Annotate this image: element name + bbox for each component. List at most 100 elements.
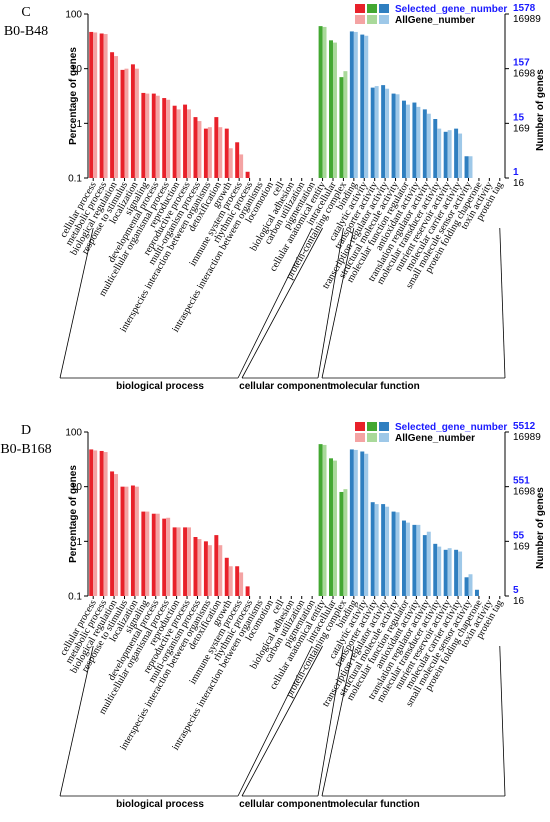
- bar-selected: [162, 518, 167, 596]
- legend-selected-label: Selected_gene_number: [395, 422, 507, 433]
- bar-all: [124, 486, 129, 596]
- y-tick-label: 0.1: [68, 592, 82, 603]
- bar-selected: [214, 535, 219, 596]
- bar-selected: [141, 511, 146, 596]
- y-tick-label: 1: [76, 537, 82, 548]
- bar-all: [176, 109, 181, 178]
- bar-all: [93, 32, 98, 178]
- right-tick-all: 169: [513, 123, 530, 134]
- bar-all: [395, 512, 400, 596]
- bar-selected: [329, 40, 333, 178]
- group-label: cellular component: [239, 381, 331, 392]
- bar-all: [124, 68, 129, 178]
- bar-all: [103, 34, 108, 179]
- legend-all-label: AllGene_number: [395, 433, 475, 444]
- group-label: cellular component: [239, 799, 331, 810]
- legend-swatch-selected: [355, 4, 365, 13]
- bar-all: [145, 93, 150, 178]
- bar-selected: [89, 449, 94, 596]
- bar-selected: [360, 34, 365, 179]
- bar-selected: [339, 491, 344, 596]
- group-bracket: [499, 645, 506, 797]
- bar-selected: [318, 26, 323, 178]
- legend-swatch-all: [379, 433, 389, 442]
- bar-all: [416, 524, 421, 596]
- bar-selected: [381, 85, 386, 178]
- bar-selected: [329, 458, 333, 596]
- bar-selected: [391, 93, 396, 178]
- right-tick-selected: 157: [513, 58, 530, 69]
- bar-all: [218, 127, 223, 178]
- bar-all: [134, 486, 139, 596]
- bar-all: [468, 156, 473, 178]
- bar-all: [166, 99, 171, 178]
- group-bracket: [317, 227, 344, 379]
- legend-swatch-all: [355, 15, 365, 24]
- bar-all: [322, 26, 327, 179]
- bar-all: [468, 574, 473, 596]
- bar-selected: [193, 117, 198, 178]
- legend-swatch-all: [379, 15, 389, 24]
- bar-all: [197, 121, 202, 178]
- bar-all: [207, 127, 212, 178]
- bar-all: [458, 551, 463, 596]
- group-label: biological process: [116, 381, 204, 392]
- bar-all: [228, 148, 233, 178]
- bar-all: [114, 56, 119, 179]
- y-axis-title-right: Number of genes: [535, 487, 546, 569]
- bar-selected: [412, 102, 417, 178]
- bar-selected: [443, 131, 448, 178]
- bar-all: [405, 522, 410, 596]
- bar-selected: [245, 586, 250, 596]
- panel-comparison: B0-B168: [0, 442, 51, 457]
- bar-all: [103, 452, 108, 596]
- y-tick-label: 100: [65, 10, 82, 21]
- right-tick-selected: 1: [513, 167, 519, 178]
- bar-all: [155, 513, 160, 596]
- group-bracket: [241, 227, 323, 379]
- group-bracket: [237, 227, 313, 379]
- bar-all: [437, 128, 442, 178]
- bar-selected: [360, 451, 365, 596]
- bar-selected: [172, 527, 177, 596]
- y-tick-label: 1: [76, 119, 82, 130]
- bar-selected: [464, 156, 469, 178]
- bar-selected: [464, 577, 469, 596]
- bar-selected: [318, 444, 323, 596]
- bar-all: [176, 527, 181, 596]
- bar-selected: [349, 31, 354, 179]
- legend-swatch-all: [355, 433, 365, 442]
- bar-all: [343, 489, 348, 596]
- bar-selected: [172, 105, 177, 178]
- right-tick-all: 16989: [513, 432, 541, 443]
- group-bracket: [237, 645, 313, 797]
- bar-all: [405, 104, 410, 178]
- group-bracket: [59, 645, 94, 797]
- bar-all: [447, 130, 452, 178]
- bar-all: [343, 71, 348, 178]
- right-tick-all: 1698: [513, 487, 536, 498]
- bar-selected: [235, 142, 240, 178]
- bar-all: [155, 95, 160, 178]
- bar-selected: [110, 471, 115, 596]
- bar-selected: [151, 513, 156, 596]
- bar-all: [385, 88, 390, 178]
- bar-selected: [443, 549, 448, 596]
- legend-swatch-selected: [355, 422, 365, 431]
- bar-selected: [162, 98, 167, 178]
- bar-all: [353, 449, 358, 596]
- group-bracket: [241, 645, 323, 797]
- bar-selected: [203, 541, 208, 596]
- bar-selected: [474, 589, 479, 596]
- bar-selected: [381, 504, 386, 596]
- bar-selected: [193, 537, 198, 596]
- y-axis-title-right: Number of genes: [535, 69, 546, 151]
- bar-selected: [454, 128, 459, 178]
- right-tick-all: 16: [513, 596, 525, 607]
- bar-selected: [214, 117, 219, 178]
- bar-selected: [422, 535, 427, 596]
- bar-all: [322, 444, 327, 596]
- bar-selected: [120, 69, 125, 178]
